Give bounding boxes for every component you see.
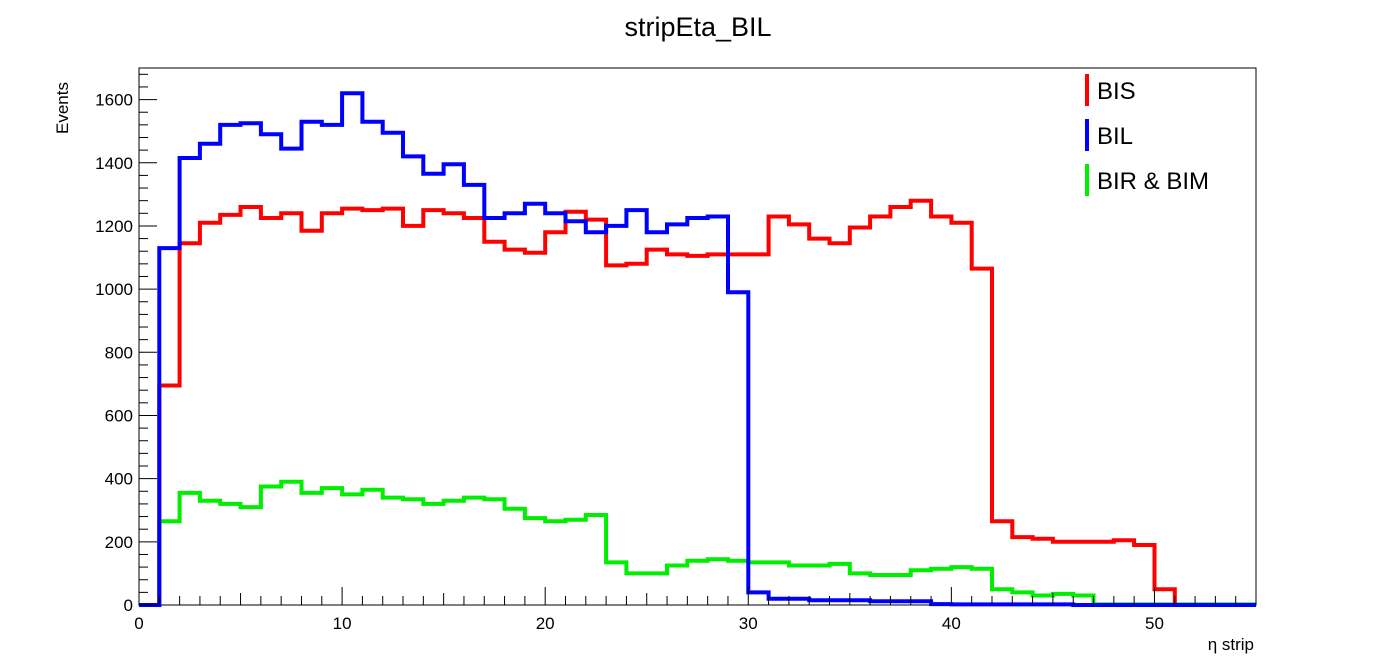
series-line-bir-bim: [139, 479, 1256, 607]
legend-label: BIL: [1097, 123, 1133, 150]
series-line-bis: [139, 198, 1256, 607]
plot-area: [138, 67, 1257, 606]
y-axis-ticks: 0 200 400 600 800 1000 1200 1400 1600: [95, 73, 157, 615]
x-tick-label: 10: [333, 614, 352, 633]
x-tick-label: 20: [536, 614, 555, 633]
legend-label: BIS: [1097, 78, 1136, 105]
y-tick-label: 1000: [95, 280, 133, 299]
y-tick-label: 800: [105, 343, 133, 362]
x-axis-ticks: 0 10 20 30 40 50: [134, 587, 1257, 633]
y-tick-label: 0: [124, 596, 133, 615]
y-tick-label: 1400: [95, 154, 133, 173]
legend-label: BIR & BIM: [1097, 168, 1209, 195]
x-tick-label: 50: [1145, 614, 1164, 633]
y-axis-label: Events: [53, 82, 72, 134]
x-tick-label: 30: [739, 614, 758, 633]
x-axis-label: η strip: [1208, 635, 1254, 654]
chart-title: stripEta_BIL: [624, 12, 771, 42]
legend: BIS BIL BIR & BIM: [1085, 74, 1209, 196]
y-tick-label: 1200: [95, 217, 133, 236]
series-layer: [139, 91, 1256, 607]
series-line-bil: [139, 91, 1256, 607]
y-tick-label: 1600: [95, 91, 133, 110]
y-tick-label: 400: [105, 470, 133, 489]
y-tick-label: 600: [105, 406, 133, 425]
x-tick-label: 0: [134, 614, 143, 633]
x-tick-label: 40: [942, 614, 961, 633]
plot-frame: [138, 67, 1257, 606]
y-tick-label: 200: [105, 533, 133, 552]
